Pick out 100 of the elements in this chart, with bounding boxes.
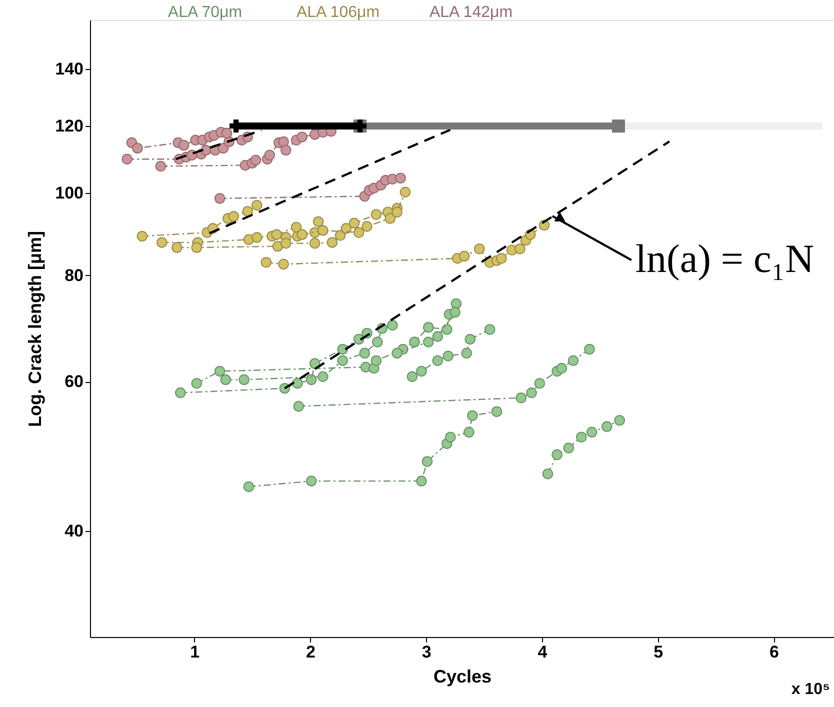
text: x 10⁵ xyxy=(791,681,830,698)
point xyxy=(576,432,587,442)
point xyxy=(516,392,526,404)
y-tick-label: 120 xyxy=(55,116,84,136)
point xyxy=(392,348,402,359)
point xyxy=(384,213,396,224)
point xyxy=(416,476,427,486)
x-axis-title: Cycles xyxy=(433,666,492,686)
point xyxy=(214,193,226,204)
point xyxy=(392,206,402,218)
y-tick-label: 80 xyxy=(64,266,84,285)
point xyxy=(450,306,460,318)
point xyxy=(278,136,289,148)
point xyxy=(221,128,232,139)
point xyxy=(252,200,262,211)
point xyxy=(250,154,262,166)
point xyxy=(122,154,132,164)
point xyxy=(450,298,462,310)
point xyxy=(318,371,328,382)
point xyxy=(464,426,474,438)
x-tick-label: 4 xyxy=(538,642,548,662)
y-tick-label: 140 xyxy=(55,60,84,79)
point xyxy=(280,238,292,249)
y-tick-label: 60 xyxy=(64,372,84,392)
point xyxy=(260,256,272,268)
point xyxy=(395,172,406,184)
x-tick-label: 3 xyxy=(422,642,432,662)
point xyxy=(178,140,190,151)
point xyxy=(136,230,148,242)
point xyxy=(601,421,612,432)
point xyxy=(191,242,202,253)
point xyxy=(278,258,289,270)
point xyxy=(372,336,383,348)
point xyxy=(293,400,304,412)
y-tick-label: 40 xyxy=(64,521,84,540)
point xyxy=(156,237,168,248)
point xyxy=(442,324,452,335)
point xyxy=(556,362,568,374)
point xyxy=(296,132,308,142)
point xyxy=(243,481,254,492)
point xyxy=(312,216,324,227)
point xyxy=(337,344,348,355)
point xyxy=(612,120,625,133)
point xyxy=(423,322,434,333)
point xyxy=(423,336,434,348)
point xyxy=(491,406,502,417)
point xyxy=(445,432,456,442)
point xyxy=(214,366,226,377)
point xyxy=(584,344,595,355)
point xyxy=(586,426,598,438)
x-tick-label: 6 xyxy=(770,642,779,662)
point xyxy=(337,355,348,366)
point xyxy=(534,378,546,389)
point xyxy=(474,243,485,254)
point xyxy=(306,374,317,386)
point xyxy=(280,144,292,156)
point xyxy=(484,324,496,335)
point xyxy=(387,320,398,331)
x-tick-label: 2 xyxy=(306,642,316,662)
point xyxy=(416,366,427,377)
point xyxy=(614,414,625,426)
text: ALA 106μm xyxy=(296,4,380,21)
point xyxy=(406,371,418,382)
point xyxy=(132,142,143,154)
point xyxy=(422,456,433,467)
point xyxy=(238,374,250,386)
y-axis-title: Log. Crack length [μm] xyxy=(25,230,46,428)
point xyxy=(334,230,346,241)
point xyxy=(264,150,275,160)
point xyxy=(563,442,574,454)
point xyxy=(326,237,338,248)
point xyxy=(318,225,328,236)
text: ALA 70μm xyxy=(168,4,242,21)
point xyxy=(271,229,282,240)
point xyxy=(362,221,372,232)
text: ALA 142μm xyxy=(429,4,513,21)
point xyxy=(370,209,382,220)
point xyxy=(306,476,317,486)
point xyxy=(228,211,240,222)
point xyxy=(432,331,444,342)
point xyxy=(400,186,411,198)
x-tick-label: 1 xyxy=(190,642,200,662)
point xyxy=(242,206,253,217)
point xyxy=(526,387,537,398)
point xyxy=(461,348,472,359)
point xyxy=(467,410,478,421)
point xyxy=(458,250,470,262)
point xyxy=(348,218,360,229)
point xyxy=(309,238,320,249)
point xyxy=(496,253,507,264)
point xyxy=(252,232,262,243)
point xyxy=(296,229,308,240)
point xyxy=(292,378,303,389)
point xyxy=(175,387,186,398)
y-tick-label: 100 xyxy=(55,184,84,203)
x-tick-label: 5 xyxy=(654,642,664,662)
point xyxy=(552,449,562,460)
point xyxy=(409,336,420,348)
point xyxy=(172,242,182,253)
point xyxy=(290,222,302,233)
